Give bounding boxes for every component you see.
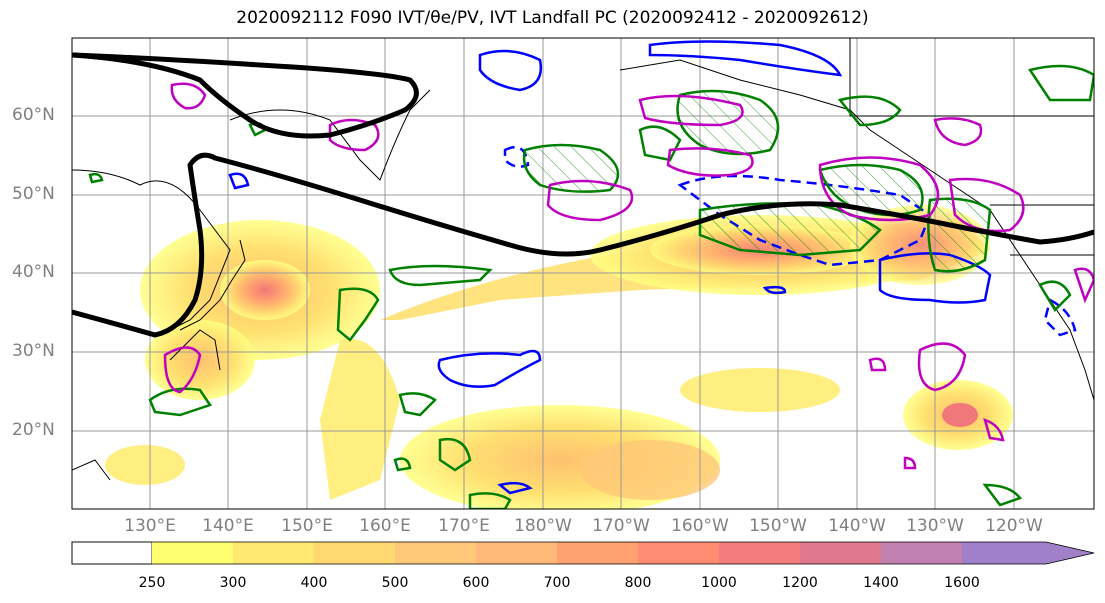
lat-label: 40°N [12,262,55,282]
colorbar-cell [800,542,881,564]
colorbar-cell [638,542,719,564]
colorbar-label: 600 [462,575,490,591]
colorbar-label: 1600 [944,575,980,591]
colorbar-cell [962,542,1094,564]
colorbar [71,541,1095,565]
lat-label: 50°N [12,184,55,204]
colorbar-label: 400 [300,575,328,591]
lon-label: 140°W [828,516,886,536]
lat-label: 60°N [12,105,55,125]
colorbar-cell [314,542,395,564]
lon-label: 160°W [671,516,729,536]
colorbar-label: 1400 [863,575,899,591]
lon-label: 170°E [438,516,490,536]
colorbar-cell [881,542,962,564]
colorbar-cell [152,542,233,564]
lat-label: 30°N [12,341,55,361]
colorbar-label: 1200 [782,575,818,591]
colorbar-label: 300 [219,575,247,591]
colorbar-label: 700 [543,575,571,591]
lon-label: 140°E [202,516,254,536]
lon-label: 170°W [592,516,650,536]
colorbar-label: 1000 [701,575,737,591]
lat-label: 20°N [12,420,55,440]
figure-title: 2020092112 F090 IVT/θe/PV, IVT Landfall … [236,8,869,28]
lon-label: 130°W [906,516,964,536]
colorbar-cell [395,542,476,564]
lon-label: 150°W [749,516,807,536]
colorbar-cell [233,542,314,564]
map-area [72,38,1094,509]
lon-label: 150°E [281,516,333,536]
lon-label: 120°W [985,516,1043,536]
colorbar-cell [557,542,638,564]
map-frame [71,37,1095,510]
lon-label: 130°E [124,516,176,536]
colorbar-cell [719,542,800,564]
lon-label: 160°E [359,516,411,536]
colorbar-cell [476,542,557,564]
coastlines [72,38,1094,481]
colorbar-label: 250 [138,575,166,591]
colorbar-label: 500 [381,575,409,591]
jet-contours [72,52,1094,338]
lon-label: 180°W [514,516,572,536]
colorbar-label: 800 [624,575,652,591]
